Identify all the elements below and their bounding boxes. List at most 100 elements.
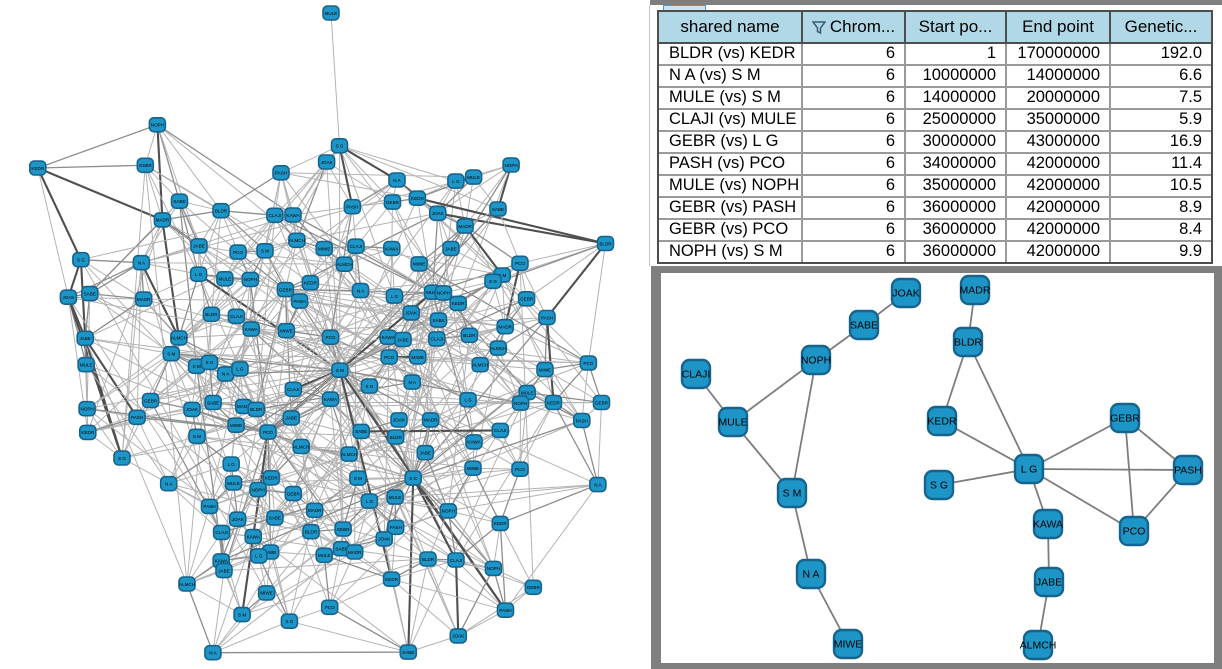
network-node[interactable]: JABE <box>394 331 412 348</box>
network-node[interactable]: BLDR <box>247 401 265 418</box>
network-node[interactable]: MADR <box>456 218 474 234</box>
network-node[interactable]: L G <box>447 173 465 189</box>
cell-value[interactable]: 6 <box>802 131 906 154</box>
network-node[interactable]: ALMCH <box>292 438 311 455</box>
network-node[interactable]: PASH <box>538 309 556 326</box>
cell-value[interactable]: 11.4 <box>1110 153 1211 176</box>
network-node[interactable]: KEDR <box>79 424 97 441</box>
cell-value[interactable]: 36000000 <box>905 197 1007 220</box>
network-node[interactable]: JOAK <box>390 412 408 428</box>
table-row[interactable]: MULE (vs) NOPH 6 35000000 42000000 10.5 <box>659 175 1211 198</box>
subnetwork-node-kedr[interactable]: KEDR <box>926 405 958 437</box>
cell-value[interactable]: 7.5 <box>1110 87 1211 110</box>
network-node[interactable]: KAWA <box>465 434 483 450</box>
network-node[interactable]: MULE <box>77 356 95 373</box>
subnetwork-node-kawa[interactable]: KAWA <box>1032 508 1064 540</box>
network-node[interactable]: NOPH <box>249 481 267 498</box>
table-row[interactable]: CLAJI (vs) MULE 6 25000000 35000000 5.9 <box>659 109 1211 132</box>
cell-shared-name[interactable]: N A (vs) S M <box>659 65 803 88</box>
table-row[interactable]: NOPH (vs) S M 6 36000000 42000000 9.9 <box>659 241 1211 262</box>
subnetwork-node-s-g[interactable]: S G <box>923 469 955 501</box>
network-node[interactable]: MADR <box>345 544 364 560</box>
network-node[interactable]: CLAJI <box>427 331 446 347</box>
network-node[interactable]: BLDR <box>212 202 230 219</box>
cell-value[interactable]: 35000000 <box>905 175 1007 198</box>
network-node[interactable]: S M <box>331 362 349 379</box>
network-node[interactable]: NOPH <box>439 503 458 519</box>
network-node[interactable]: MADR <box>421 412 440 428</box>
network-node[interactable]: KEDR <box>544 394 563 411</box>
cell-shared-name[interactable]: GEBR (vs) PASH <box>659 197 803 220</box>
network-node[interactable]: KEDR <box>301 274 320 291</box>
cell-value[interactable]: 25000000 <box>905 109 1007 132</box>
network-node[interactable]: GEBR <box>592 394 611 411</box>
main-network-view[interactable]: MULENOPHKEDRGEBRPASHJOAKSABEMADRBLDRCLAJ… <box>0 0 660 669</box>
network-node[interactable]: BLDR <box>202 306 221 323</box>
network-node[interactable]: PASH <box>290 293 309 309</box>
network-node[interactable]: CLAJI <box>447 552 465 568</box>
cell-value[interactable]: 36000000 <box>905 241 1007 262</box>
network-node[interactable]: GEBR <box>334 521 352 537</box>
cell-value[interactable]: 6 <box>802 65 906 88</box>
network-node[interactable]: ALMCH <box>178 576 196 592</box>
network-node[interactable]: KAWA <box>321 391 340 408</box>
network-node[interactable]: JABE <box>282 410 301 426</box>
table-row[interactable]: GEBR (vs) PCO 6 36000000 42000000 8.4 <box>659 219 1211 242</box>
network-node[interactable]: BLDR <box>460 327 479 344</box>
network-node[interactable]: N A <box>204 644 222 661</box>
network-node[interactable]: ALMCH <box>340 446 358 462</box>
network-node[interactable]: MULE <box>322 5 340 21</box>
network-node[interactable]: KEDR <box>262 469 281 486</box>
network-node[interactable]: S M <box>256 243 274 259</box>
network-node[interactable]: ALMCH <box>170 330 188 346</box>
table-row[interactable]: GEBR (vs) PASH 6 36000000 42000000 8.9 <box>659 197 1211 220</box>
network-node[interactable]: KAWA <box>382 240 401 257</box>
cell-value[interactable]: 10000000 <box>905 65 1007 88</box>
cell-value[interactable]: 6 <box>802 109 906 132</box>
column-header-chrom---[interactable]: Chrom... <box>802 12 906 44</box>
network-node[interactable]: CLAJI <box>347 238 365 254</box>
network-node[interactable]: JABE <box>416 444 435 461</box>
network-node[interactable]: SABE <box>204 394 222 411</box>
network-node[interactable]: N A <box>351 282 370 299</box>
network-node[interactable]: JOAK <box>59 289 78 306</box>
subnetwork-node-pash[interactable]: PASH <box>1172 454 1204 486</box>
subnetwork-node-claji[interactable]: CLAJI <box>680 358 712 390</box>
network-node[interactable]: MULE <box>224 475 243 491</box>
subnetwork-node-pco[interactable]: PCO <box>1118 515 1150 547</box>
network-node[interactable]: BLDR <box>419 551 437 567</box>
network-node[interactable]: GEBR <box>276 281 295 298</box>
cell-value[interactable]: 9.9 <box>1179 242 1202 261</box>
network-node[interactable]: MIWE <box>227 417 245 434</box>
network-node[interactable]: NOPH <box>484 560 503 577</box>
network-node[interactable]: MIWE <box>536 361 554 378</box>
cell-shared-name[interactable]: GEBR (vs) PCO <box>659 219 803 242</box>
network-node[interactable]: S G <box>484 273 502 290</box>
network-node[interactable]: N A <box>403 374 422 390</box>
cell-value[interactable]: 8.9 <box>1110 197 1211 220</box>
subnetwork-node-noph[interactable]: NOPH <box>800 344 832 376</box>
network-node[interactable]: PCO <box>259 424 277 440</box>
cell-value[interactable]: 42000000 <box>1006 241 1111 262</box>
network-node[interactable]: NOPH <box>148 117 167 133</box>
network-node[interactable]: BLDR <box>302 523 320 540</box>
cell-value[interactable]: 14000000 <box>1006 65 1111 88</box>
network-node[interactable]: CLAJI <box>227 308 246 325</box>
network-node[interactable]: KAWA <box>284 207 302 223</box>
network-node[interactable]: KEDR <box>408 190 427 206</box>
network-node[interactable]: S M <box>349 470 367 486</box>
table-row[interactable]: MULE (vs) S M 6 14000000 20000000 7.5 <box>659 87 1211 110</box>
table-row[interactable]: PASH (vs) PCO 6 34000000 42000000 11.4 <box>659 153 1211 176</box>
cell-shared-name[interactable]: NOPH (vs) S M <box>659 241 803 262</box>
network-node[interactable]: L G <box>385 288 404 304</box>
network-node[interactable]: SABE <box>81 285 99 302</box>
column-header-start-po---[interactable]: Start po... <box>905 12 1007 44</box>
network-node[interactable]: CLAJI <box>266 207 284 224</box>
network-node[interactable]: PCO <box>320 599 339 616</box>
network-node[interactable]: MULE <box>386 489 404 505</box>
cell-value[interactable]: 34000000 <box>905 153 1007 176</box>
column-header-genetic---[interactable]: Genetic... <box>1110 12 1211 44</box>
cell-value[interactable]: 43000000 <box>1006 131 1111 154</box>
network-node[interactable]: JABE <box>76 330 94 347</box>
network-node[interactable]: GEBR <box>141 392 160 409</box>
